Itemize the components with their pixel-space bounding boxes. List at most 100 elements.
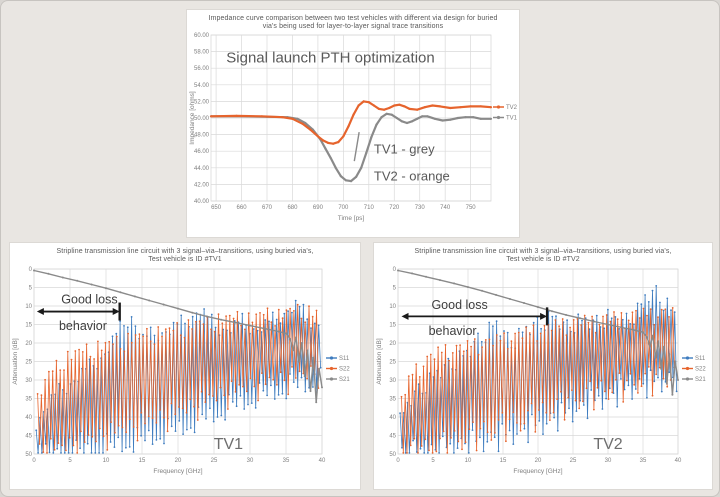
svg-text:15: 15 (25, 323, 32, 329)
annotation-text: TV2 (593, 436, 622, 453)
series-S21-markers (33, 269, 323, 404)
svg-text:48.00: 48.00 (194, 133, 210, 139)
impedance-chart-title: Impedance curve comparison between two t… (208, 15, 498, 30)
legend-label-S11: S11 (695, 356, 706, 362)
sparam-tv1-chart-title: Stripline transmission line circuit with… (56, 248, 314, 263)
svg-text:750: 750 (466, 205, 477, 211)
svg-text:30: 30 (389, 378, 396, 384)
legend-label-TV1: TV1 (506, 116, 518, 122)
tick-labels: 0 5 10 15 20 25 30 35 40 0 5 10 15 20 25 30 35 40 45 50 (25, 267, 326, 464)
annotation-text: Good loss (61, 293, 117, 307)
svg-text:5: 5 (393, 286, 397, 292)
y-axis-title: Impedance [ohms] (189, 91, 196, 145)
sparam-tv2-plot: 0 5 10 15 20 25 30 35 40 0 5 10 15 20 25 30 35 40 45 50 Freq… (376, 267, 706, 475)
svg-text:25: 25 (25, 360, 32, 366)
svg-text:30: 30 (605, 458, 612, 464)
svg-text:690: 690 (313, 205, 324, 211)
svg-text:54.00: 54.00 (194, 83, 210, 89)
svg-text:730: 730 (415, 205, 426, 211)
annotation-text: TV2 - orange (374, 169, 450, 184)
svg-text:35: 35 (640, 458, 647, 464)
svg-text:20: 20 (25, 341, 32, 347)
impedance-plot: 650 660 670 680 690 700 710 720 730 740 750 40.00 42… (189, 33, 518, 222)
series-S21-markers (397, 269, 679, 396)
svg-text:45: 45 (389, 434, 396, 440)
svg-text:700: 700 (338, 205, 349, 211)
svg-text:660: 660 (237, 205, 248, 211)
y-axis-title: Attenuation [dB] (376, 338, 383, 384)
svg-text:10: 10 (465, 458, 472, 464)
svg-text:35: 35 (283, 458, 290, 464)
svg-text:0: 0 (32, 458, 36, 464)
annotation-text: TV1 (214, 436, 243, 453)
svg-text:15: 15 (500, 458, 507, 464)
svg-text:10: 10 (389, 304, 396, 310)
legend-label-S22: S22 (695, 367, 706, 373)
svg-text:46.00: 46.00 (194, 149, 210, 155)
svg-text:25: 25 (389, 360, 396, 366)
svg-text:40: 40 (319, 458, 326, 464)
svg-text:50: 50 (25, 452, 32, 458)
legend: S11 S22 S21 (326, 356, 350, 383)
series-S11-markers (399, 285, 678, 454)
svg-text:44.00: 44.00 (194, 166, 210, 172)
svg-text:20: 20 (389, 341, 396, 347)
series-S22-markers (36, 303, 320, 454)
svg-text:52.00: 52.00 (194, 99, 210, 105)
sparam-tv1-plot: 0 5 10 15 20 25 30 35 40 0 5 10 15 20 25 30 35 40 45 50 Freq… (12, 267, 350, 475)
svg-text:5: 5 (68, 458, 72, 464)
svg-text:40: 40 (675, 458, 682, 464)
annotation-arrow (401, 307, 549, 326)
svg-text:35: 35 (389, 397, 396, 403)
legend-label-TV2: TV2 (506, 105, 518, 111)
svg-text:740: 740 (440, 205, 451, 211)
annotation-line (353, 131, 360, 162)
svg-text:20: 20 (535, 458, 542, 464)
svg-text:45: 45 (25, 434, 32, 440)
legend-label-S11: S11 (339, 356, 350, 362)
x-axis-title: Time [ps] (338, 215, 365, 222)
svg-text:56.00: 56.00 (194, 66, 210, 72)
impedance-chart: 650 660 670 680 690 700 710 720 730 740 750 40.00 42… (187, 31, 519, 236)
svg-text:60.00: 60.00 (194, 33, 210, 39)
series-S22 (37, 304, 319, 454)
svg-text:40.00: 40.00 (194, 199, 210, 205)
sparam-tv1-chart: 0 5 10 15 20 25 30 35 40 0 5 10 15 20 25 30 35 40 45 50 Freq… (10, 264, 360, 491)
x-axis-title: Frequency [GHz] (513, 468, 562, 475)
legend: S11 S22 S21 (682, 356, 706, 383)
svg-text:10: 10 (103, 458, 110, 464)
svg-text:35: 35 (25, 397, 32, 403)
series-TV2-markers (209, 100, 493, 145)
y-axis-title: Attenuation [dB] (12, 338, 19, 384)
svg-text:30: 30 (25, 378, 32, 384)
svg-text:42.00: 42.00 (194, 182, 210, 188)
svg-text:40: 40 (389, 415, 396, 421)
svg-text:40: 40 (25, 415, 32, 421)
svg-text:650: 650 (211, 205, 222, 211)
annotation-text: behavior (59, 319, 107, 333)
svg-text:50: 50 (389, 452, 396, 458)
annotation-text: Signal launch PTH optimization (226, 50, 434, 67)
svg-text:5: 5 (29, 286, 33, 292)
sparam-tv2-chart: 0 5 10 15 20 25 30 35 40 0 5 10 15 20 25 30 35 40 45 50 Freq… (374, 264, 712, 491)
svg-text:25: 25 (211, 458, 218, 464)
tick-labels: 650 660 670 680 690 700 710 720 730 740 750 40.00 42… (194, 33, 476, 211)
svg-text:58.00: 58.00 (194, 50, 210, 56)
svg-text:10: 10 (25, 304, 32, 310)
annotation-text: TV1 - grey (374, 141, 435, 156)
annotation-arrow (36, 302, 121, 321)
panel-sparam-tv2-chart: Stripline transmission line circuit with… (373, 242, 713, 490)
svg-text:15: 15 (389, 323, 396, 329)
x-axis-title: Frequency [GHz] (153, 468, 202, 475)
svg-text:680: 680 (287, 205, 298, 211)
svg-text:0: 0 (29, 267, 33, 273)
svg-text:30: 30 (247, 458, 254, 464)
series-TV2 (210, 100, 492, 145)
annotation-text: Good loss (431, 298, 487, 312)
svg-text:0: 0 (396, 458, 400, 464)
legend-label-S21: S21 (339, 377, 350, 383)
tick-labels: 0 5 10 15 20 25 30 35 40 0 5 10 15 20 25 30 35 40 45 50 (389, 267, 682, 464)
series-S11 (399, 285, 677, 454)
panel-sparam-tv1-chart: Stripline transmission line circuit with… (9, 242, 361, 490)
